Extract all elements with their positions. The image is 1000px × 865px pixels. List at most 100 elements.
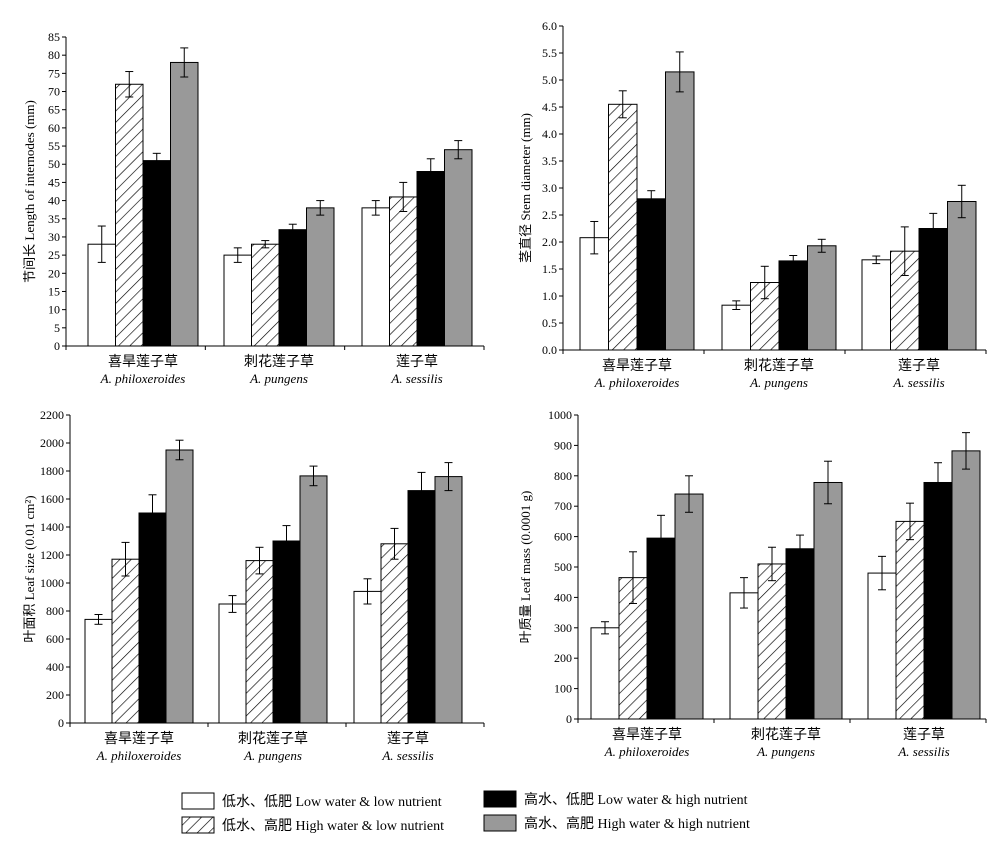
category-label-cn: 喜旱莲子草: [108, 354, 178, 370]
error-bar: [282, 525, 291, 557]
y-tick-label: 75: [48, 66, 60, 80]
legend: 低水、低肥 Low water & low nutrient 低水、高肥 High…: [181, 790, 750, 834]
error-bar: [417, 471, 426, 510]
error-bar: [363, 578, 372, 605]
category-label-en: A. pungens: [249, 371, 308, 386]
error-bar: [760, 265, 769, 300]
y-tick-label: 1800: [40, 464, 64, 478]
error-bar: [399, 181, 408, 212]
category-label-en: A. pungens: [749, 375, 808, 390]
bar-low-water-low-nutrient-1: [84, 618, 113, 724]
bar-high-water-high-nutrient-1: [170, 61, 199, 347]
legend-item-low-water-low-nutrient: 低水、低肥 Low water & low nutrient: [181, 792, 442, 810]
y-tick-label: 200: [46, 688, 64, 702]
bar-low-water-high-nutrient-3: [416, 171, 445, 347]
category-label-cn: 喜旱莲子草: [602, 358, 672, 374]
bar-low-water-low-nutrient-2: [721, 304, 751, 351]
error-bar: [152, 152, 161, 169]
error-bar: [261, 240, 270, 249]
bar-high-water-high-nutrient-3: [444, 149, 473, 347]
error-bar: [233, 247, 242, 263]
error-bar: [675, 51, 684, 93]
y-tick-label: 40: [48, 194, 60, 208]
bar-high-water-low-nutrient-2: [757, 563, 787, 720]
bar-low-water-high-nutrient-2: [778, 260, 808, 351]
category-label-cn: 刺花莲子草: [744, 358, 814, 374]
error-bar: [590, 220, 599, 255]
y-tick-label: 20: [48, 266, 60, 280]
error-bar: [426, 158, 435, 185]
error-bar: [685, 475, 693, 513]
error-bar: [768, 546, 776, 582]
error-bar: [789, 255, 798, 267]
error-bar: [900, 226, 909, 276]
error-bar: [929, 212, 938, 245]
bar-high-water-low-nutrient-1: [608, 103, 638, 351]
y-tick-label: 0.0: [542, 343, 557, 357]
category-label-en: A. philoxeroides: [96, 748, 182, 763]
error-bar: [657, 514, 665, 562]
y-tick-label: 0.5: [542, 316, 557, 330]
bar-low-water-low-nutrient-1: [590, 627, 620, 720]
error-bar: [740, 577, 748, 609]
bar-low-water-low-nutrient-3: [361, 207, 390, 347]
y-tick-label: 0: [58, 716, 64, 730]
y-axis-title: 节间长 Length of internodes (mm): [22, 100, 37, 283]
y-tick-label: 700: [554, 499, 572, 513]
error-bar: [817, 238, 826, 253]
bar-high-water-low-nutrient-3: [895, 520, 925, 720]
error-bar: [371, 200, 380, 216]
legend-swatch: [483, 790, 517, 808]
y-tick-label: 25: [48, 248, 60, 262]
error-bar: [255, 546, 264, 575]
legend-item-low-water-high-nutrient: 高水、低肥 Low water & high nutrient: [483, 790, 748, 808]
y-tick-label: 65: [48, 103, 60, 117]
category-label-cn: 刺花莲子草: [244, 354, 314, 370]
y-tick-label: 500: [554, 560, 572, 574]
legend-label: 低水、低肥 Low water & low nutrient: [222, 794, 442, 810]
y-tick-label: 2000: [40, 436, 64, 450]
error-bar: [316, 200, 325, 216]
error-bar: [647, 190, 656, 208]
error-bar: [957, 184, 966, 219]
legend-item-high-water-high-nutrient: 高水、高肥 High water & high nutrient: [483, 814, 750, 832]
bar-high-water-high-nutrient-1: [165, 449, 194, 724]
category-label-en: A. sessilis: [892, 375, 944, 390]
bar-high-water-high-nutrient-3: [951, 450, 981, 720]
y-tick-label: 1.0: [542, 289, 557, 303]
category-label-en: A. sessilis: [390, 371, 442, 386]
y-tick-label: 3.0: [542, 181, 557, 195]
chart-panel-3: 0 200 400 600 800 1000 1200 1400 1600 1800 2000 220…: [22, 408, 485, 763]
y-tick-label: 1.5: [542, 262, 557, 276]
category-label-cn: 莲子草: [396, 354, 438, 370]
category-label-cn: 莲子草: [898, 358, 940, 374]
bar-low-water-high-nutrient-1: [636, 198, 666, 351]
y-tick-label: 2.0: [542, 235, 557, 249]
error-bar: [148, 494, 157, 532]
y-tick-label: 85: [48, 30, 60, 44]
bar-low-water-high-nutrient-1: [142, 160, 171, 347]
bar-low-water-low-nutrient-3: [867, 572, 897, 720]
bar-high-water-low-nutrient-2: [245, 560, 274, 724]
bar-low-water-low-nutrient-2: [223, 254, 252, 347]
y-tick-label: 4.5: [542, 100, 557, 114]
error-bar: [175, 439, 184, 461]
y-tick-label: 600: [554, 530, 572, 544]
category-label-en: A. sessilis: [381, 748, 433, 763]
bar-low-water-high-nutrient-3: [407, 490, 436, 724]
bar-high-water-high-nutrient-2: [299, 475, 328, 724]
y-tick-label: 1200: [40, 548, 64, 562]
bar-high-water-high-nutrient-3: [947, 201, 977, 351]
y-tick-label: 400: [554, 590, 572, 604]
chart-panel-2: 0.0 0.5 1.0 1.5 2.0 2.5 3.0 3.5 4.0 4.5 5.0 5.5 6.0 喜…: [518, 19, 987, 390]
chart-panel-4: 01002003004005006007008009001000喜旱莲子草A. …: [518, 408, 987, 759]
y-tick-label: 100: [554, 682, 572, 696]
category-label-cn: 喜旱莲子草: [104, 731, 174, 747]
y-tick-label: 1000: [548, 408, 572, 422]
y-tick-label: 50: [48, 157, 60, 171]
y-tick-label: 0: [566, 712, 572, 726]
y-tick-label: 15: [48, 284, 60, 298]
bar-low-water-low-nutrient-3: [353, 590, 382, 724]
bar-low-water-high-nutrient-2: [785, 548, 815, 720]
legend-label: 高水、低肥 Low water & high nutrient: [524, 791, 748, 808]
